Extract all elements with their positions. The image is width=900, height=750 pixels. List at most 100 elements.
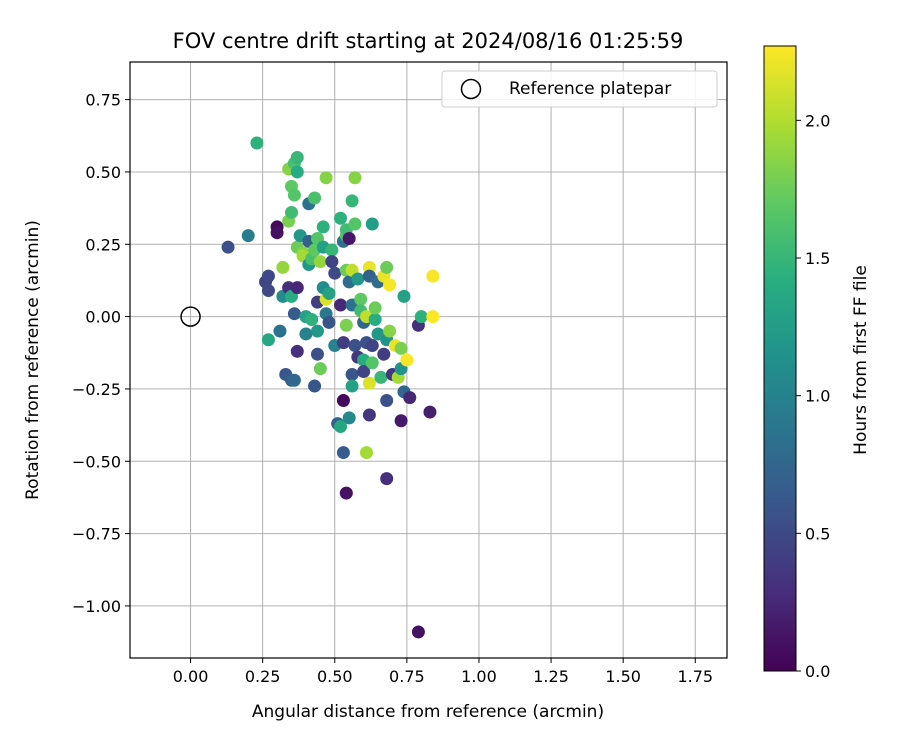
colorbar-ticks: 0.0 0.5 1.0 1.5 2.0 — [796, 111, 830, 681]
data-point — [377, 347, 391, 361]
data-point — [374, 370, 388, 384]
x-axis-ticks: 0.00 0.25 0.50 0.75 1.00 1.25 1.50 1.75 — [173, 658, 713, 686]
data-point — [348, 171, 362, 185]
data-point — [400, 353, 414, 367]
data-points — [221, 136, 440, 639]
data-point — [328, 266, 342, 280]
y-tick-label: 0.75 — [85, 91, 121, 110]
data-point — [345, 367, 359, 381]
colorbar-tick-label: 1.5 — [805, 249, 830, 268]
data-point — [365, 339, 379, 353]
legend-label: Reference platepar — [509, 79, 671, 99]
data-point — [336, 394, 350, 408]
data-point — [290, 165, 304, 179]
data-point — [383, 278, 397, 292]
data-point — [348, 339, 362, 353]
data-point — [287, 188, 301, 202]
colorbar-tick-label: 0.0 — [805, 662, 830, 681]
x-tick-label: 1.00 — [461, 667, 497, 686]
data-point — [325, 255, 339, 269]
data-point — [362, 408, 376, 422]
x-tick-label: 0.00 — [173, 667, 209, 686]
y-tick-label: −1.00 — [72, 597, 121, 616]
chart-title: FOV centre drift starting at 2024/08/16 … — [173, 29, 684, 53]
data-point — [394, 341, 408, 355]
data-point — [423, 405, 437, 419]
x-tick-label: 0.75 — [389, 667, 425, 686]
data-point — [250, 136, 264, 150]
data-point — [365, 356, 379, 370]
data-point — [310, 324, 324, 338]
y-tick-label: 0.50 — [85, 163, 121, 182]
x-tick-label: 0.50 — [317, 667, 353, 686]
data-point — [313, 255, 327, 269]
colorbar: 0.0 0.5 1.0 1.5 2.0 Hours from first FF file — [763, 45, 871, 681]
data-point — [397, 289, 411, 303]
y-tick-label: 0.00 — [85, 308, 121, 327]
data-point — [357, 365, 371, 379]
data-point — [334, 298, 348, 312]
data-point — [290, 344, 304, 358]
data-point — [368, 301, 382, 315]
legend-box — [441, 70, 718, 108]
data-point — [299, 327, 313, 341]
data-point — [336, 336, 350, 350]
y-tick-label: −0.75 — [72, 525, 121, 544]
data-point — [308, 379, 322, 393]
x-tick-label: 1.50 — [605, 667, 641, 686]
data-point — [325, 243, 339, 257]
data-point — [316, 220, 330, 234]
y-tick-label: 0.25 — [85, 235, 121, 254]
data-point — [261, 284, 275, 298]
data-point — [305, 312, 319, 326]
x-tick-label: 0.25 — [245, 667, 281, 686]
data-point — [261, 333, 275, 347]
plot-frame — [129, 61, 728, 659]
data-point — [339, 318, 353, 332]
data-point — [319, 171, 333, 185]
data-point — [290, 150, 304, 164]
reference-platepar-marker — [180, 306, 201, 327]
data-point — [362, 376, 376, 390]
colorbar-tick-label: 0.5 — [805, 524, 830, 543]
x-axis-label: Angular distance from reference (arcmin) — [252, 702, 604, 722]
data-point — [345, 379, 359, 393]
data-point — [368, 312, 382, 326]
legend: Reference platepar — [441, 70, 718, 108]
data-point — [345, 194, 359, 208]
data-point — [342, 411, 356, 425]
data-point — [322, 315, 336, 329]
y-tick-label: −0.50 — [72, 452, 121, 471]
colorbar-label: Hours from first FF file — [851, 265, 871, 455]
data-point — [359, 446, 373, 460]
y-tick-label: −0.25 — [72, 380, 121, 399]
data-point — [354, 292, 368, 306]
data-point — [334, 420, 348, 434]
data-point — [241, 229, 255, 243]
data-point — [351, 272, 365, 286]
data-point — [339, 486, 353, 500]
data-point — [276, 260, 290, 274]
data-point — [310, 347, 324, 361]
data-point — [426, 269, 440, 283]
colorbar-gradient — [763, 45, 797, 672]
data-point — [403, 391, 417, 405]
x-tick-label: 1.75 — [677, 667, 713, 686]
data-point — [411, 625, 425, 639]
data-point — [394, 414, 408, 428]
data-point — [380, 394, 394, 408]
data-point — [261, 269, 275, 283]
data-point — [273, 324, 287, 338]
data-point — [313, 362, 327, 376]
data-point — [308, 191, 322, 205]
data-point — [348, 217, 362, 231]
data-point — [285, 205, 299, 219]
colorbar-tick-label: 2.0 — [805, 111, 830, 130]
data-point — [221, 240, 235, 254]
y-axis-label: Rotation from reference (arcmin) — [23, 220, 43, 500]
legend-marker — [460, 78, 482, 100]
data-point — [380, 472, 394, 486]
grid — [130, 62, 727, 658]
data-point — [287, 373, 301, 387]
x-tick-label: 1.25 — [533, 667, 569, 686]
